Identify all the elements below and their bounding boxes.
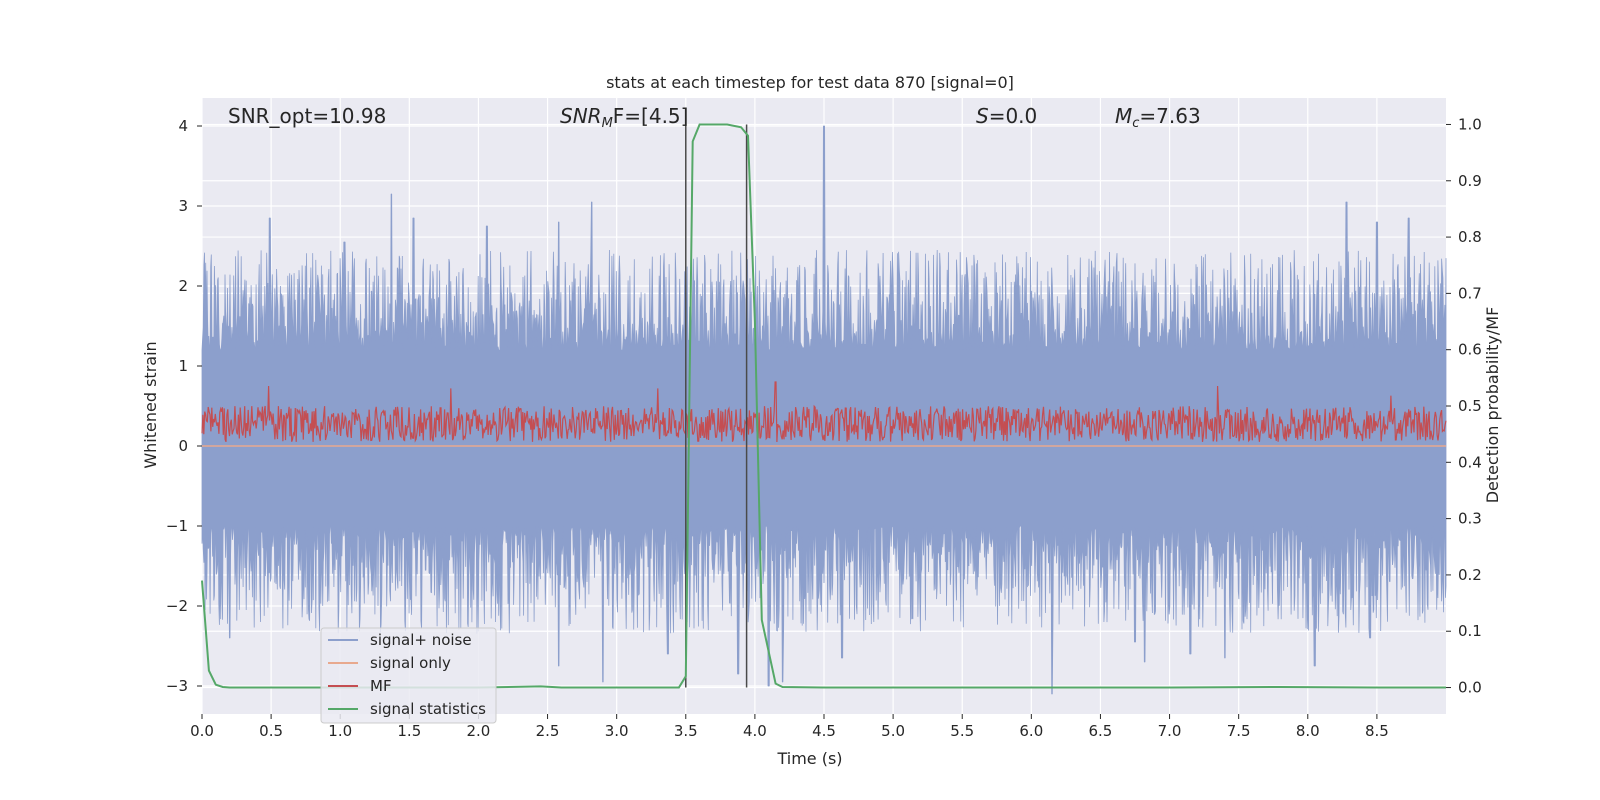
annotation-snr-mf: SNRMF=[4.5] (560, 104, 688, 131)
annotation-s: S=0.0 (976, 104, 1037, 128)
y2-tick-label: 0.2 (1458, 566, 1482, 584)
annotation-snr-mf-rest: F=[4.5] (613, 104, 689, 128)
y2-tick-label: 0.9 (1458, 172, 1482, 190)
mf-series (201, 381, 1447, 443)
annotation-s-rest: =0.0 (989, 104, 1038, 128)
signal-noise-line (201, 125, 1447, 695)
x-tick-label: 3.0 (605, 722, 629, 740)
legend-label-mf: MF (370, 677, 392, 695)
x-tick-label: 8.0 (1296, 722, 1320, 740)
y-tick-label: 0 (178, 437, 188, 455)
x-tick-label: 3.5 (674, 722, 698, 740)
annotation-s-italic: S (976, 104, 989, 128)
y2-axis-ticks: 0.0 0.1 0.2 0.3 0.4 0.5 0.6 0.7 0.8 0.9 1.0 (1446, 115, 1482, 697)
y2-axis-label: Detection probability/MF (1483, 307, 1502, 504)
x-tick-label: 2.0 (467, 722, 491, 740)
y-tick-label: 4 (178, 117, 188, 135)
x-tick-label: 6.5 (1089, 722, 1113, 740)
y-tick-label: −1 (166, 517, 188, 535)
x-tick-label: 2.5 (536, 722, 560, 740)
x-tick-label: 0.5 (259, 722, 283, 740)
y2-tick-label: 0.4 (1458, 453, 1482, 471)
y2-tick-label: 0.5 (1458, 397, 1482, 415)
annotation-snr-mf-sub: M (602, 116, 613, 131)
x-tick-label: 0.0 (190, 722, 214, 740)
x-tick-label: 6.0 (1019, 722, 1043, 740)
x-tick-label: 4.5 (812, 722, 836, 740)
signal-statistics-line (201, 123, 1446, 689)
y2-tick-label: 1.0 (1458, 115, 1482, 133)
annotation-mc-base: M (1115, 104, 1132, 128)
y2-tick-label: 0.1 (1458, 622, 1482, 640)
x-tick-label: 7.5 (1227, 722, 1251, 740)
legend-label-signal-statistics: signal statistics (370, 700, 486, 718)
x-tick-label: 1.0 (328, 722, 352, 740)
legend: signal+ noise signal only MF signal stat… (320, 627, 497, 724)
marker-lines (685, 124, 748, 688)
y-tick-label: 1 (178, 357, 188, 375)
x-tick-label: 8.5 (1365, 722, 1389, 740)
y-axis-ticks: −3 −2 −1 0 1 2 3 4 (166, 117, 202, 695)
signal-statistics-series (201, 123, 1446, 689)
annotation-mc: Mc=7.63 (1115, 104, 1201, 131)
annotation-mc-rest: =7.63 (1139, 104, 1200, 128)
y2-tick-label: 0.6 (1458, 341, 1482, 359)
y2-tick-label: 0.0 (1458, 679, 1482, 697)
y-tick-label: 3 (178, 197, 188, 215)
signal-noise-series (201, 125, 1447, 695)
legend-label-signal-noise: signal+ noise (370, 631, 472, 649)
legend-label-signal-only: signal only (370, 654, 451, 672)
y-axis-label: Whitened strain (141, 341, 160, 468)
annotation-snr-opt: SNR_opt=10.98 (228, 104, 386, 128)
mf-line (201, 381, 1447, 443)
x-tick-label: 4.0 (743, 722, 767, 740)
annotation-snr-mf-base: SNR (560, 104, 602, 128)
annotation-mc-sub: c (1132, 116, 1139, 131)
x-tick-label: 7.0 (1158, 722, 1182, 740)
x-axis-ticks: 0.0 0.5 1.0 1.5 2.0 2.5 3.0 3.5 4.0 4.5 5.0 5.5 6.0 6… (190, 714, 1389, 740)
y-tick-label: 2 (178, 277, 188, 295)
legend-box (320, 627, 497, 724)
y-tick-label: −3 (166, 677, 188, 695)
x-axis-label: Time (s) (776, 749, 842, 768)
x-tick-label: 5.0 (881, 722, 905, 740)
y2-tick-label: 0.8 (1458, 228, 1482, 246)
x-tick-label: 5.5 (950, 722, 974, 740)
x-tick-label: 1.5 (397, 722, 421, 740)
y2-tick-label: 0.7 (1458, 284, 1482, 302)
y2-tick-label: 0.3 (1458, 510, 1482, 528)
y-tick-label: −2 (166, 597, 188, 615)
chart-title: stats at each timestep for test data 870… (606, 73, 1014, 92)
